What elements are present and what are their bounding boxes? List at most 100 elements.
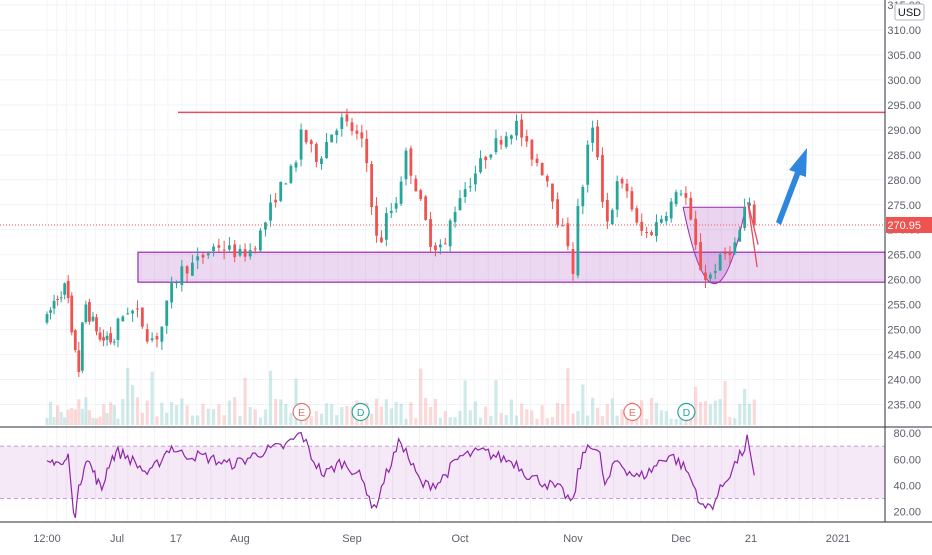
volume-bar xyxy=(180,398,184,425)
volume-bar xyxy=(258,417,262,425)
candle-body xyxy=(355,130,359,134)
candle-body xyxy=(689,197,693,220)
candle-body xyxy=(743,207,747,229)
volume-bar xyxy=(284,403,288,425)
volume-bar xyxy=(708,404,712,425)
candle-body xyxy=(414,178,418,192)
candle-body xyxy=(105,335,109,340)
volume-bar xyxy=(73,409,77,425)
volume-bar xyxy=(514,415,519,425)
candle-body xyxy=(131,310,135,314)
volume-bar xyxy=(135,397,140,425)
candle-body xyxy=(713,271,717,273)
volume-bars xyxy=(45,368,756,425)
volume-bar xyxy=(414,418,418,425)
candle-body xyxy=(453,211,457,223)
candle-body xyxy=(212,246,215,251)
volume-bar xyxy=(80,408,84,425)
candle-body xyxy=(201,254,205,258)
volume-bar xyxy=(101,404,106,425)
time-tick-label: 17 xyxy=(170,533,182,545)
volume-bar xyxy=(294,378,298,425)
candle-body xyxy=(556,199,559,225)
volume-bar xyxy=(145,400,149,425)
candle-body xyxy=(335,130,339,136)
volume-bar xyxy=(520,403,524,425)
candle-body xyxy=(190,262,194,276)
candle-body xyxy=(610,210,614,225)
volume-bar xyxy=(211,409,216,425)
candle-body xyxy=(694,218,698,245)
volume-bar xyxy=(443,411,447,425)
candle-body xyxy=(458,198,462,211)
rsi-line xyxy=(46,431,755,518)
candle-body xyxy=(116,318,120,340)
candle-body xyxy=(748,202,751,206)
candle-body xyxy=(279,181,283,201)
candle-body xyxy=(674,192,678,205)
price-tick-label: 255.00 xyxy=(887,300,921,312)
price-tick-label: 265.00 xyxy=(887,250,921,262)
grid-lines xyxy=(0,0,885,522)
volume-bar xyxy=(674,418,678,425)
time-axis[interactable]: 12:00 Jul 17 Aug Sep Oct Nov Dec 21 2021 xyxy=(0,521,932,545)
volume-bar xyxy=(535,418,539,425)
candle-body xyxy=(571,249,575,274)
price-axis[interactable]: 315.00310.00305.00300.00295.00290.00285.… xyxy=(884,0,932,522)
price-tick-label: 305.00 xyxy=(887,50,921,62)
time-tick-label: Aug xyxy=(230,533,250,545)
candle-body xyxy=(669,201,673,219)
last-price-label: 270.95 xyxy=(887,220,921,232)
candle-body xyxy=(238,248,242,256)
candle-body xyxy=(160,326,164,342)
volume-bar xyxy=(121,398,125,425)
candle-body xyxy=(659,219,663,223)
volume-bar xyxy=(206,408,210,425)
candle-body xyxy=(540,163,544,176)
candle-body xyxy=(615,181,619,210)
candle-body xyxy=(380,237,383,243)
candle-body xyxy=(80,322,84,371)
volume-bar xyxy=(478,417,483,425)
candle-body xyxy=(233,244,237,258)
volume-bar xyxy=(545,418,549,425)
price-tick-label: 260.00 xyxy=(887,275,921,287)
volume-bar xyxy=(713,400,717,425)
candle-body xyxy=(299,129,303,160)
candle-body xyxy=(264,222,267,230)
volume-bar xyxy=(201,403,205,425)
rsi-tick-label: 80.00 xyxy=(893,428,921,440)
candle-body xyxy=(150,338,154,341)
candle-body xyxy=(429,219,432,247)
volume-bar xyxy=(335,415,339,425)
candle-body xyxy=(145,329,149,342)
candle-body xyxy=(165,300,169,326)
candle-body xyxy=(304,130,308,143)
candle-body xyxy=(243,249,247,257)
volume-bar xyxy=(595,407,600,425)
candle-body xyxy=(650,232,653,236)
volume-bar xyxy=(52,417,56,425)
candle-body xyxy=(102,337,105,341)
candle-body xyxy=(733,242,737,254)
candle-body xyxy=(489,154,493,158)
annotation-drawings xyxy=(0,111,885,268)
candle-body xyxy=(561,225,565,227)
volume-bar xyxy=(605,404,609,425)
candle-body xyxy=(112,341,116,343)
price-tick-label: 240.00 xyxy=(887,375,921,387)
candle-body xyxy=(463,189,467,198)
candle-body xyxy=(419,190,423,200)
candle-body xyxy=(474,173,477,185)
volume-bar xyxy=(664,411,668,425)
candle-body xyxy=(525,136,529,142)
volume-bar xyxy=(150,371,154,425)
volume-bar xyxy=(698,402,703,425)
volume-bar xyxy=(530,410,534,425)
candle-body xyxy=(98,332,102,340)
candle-body xyxy=(620,178,624,184)
price-tick-label: 290.00 xyxy=(887,125,921,137)
volume-bar xyxy=(399,403,403,425)
